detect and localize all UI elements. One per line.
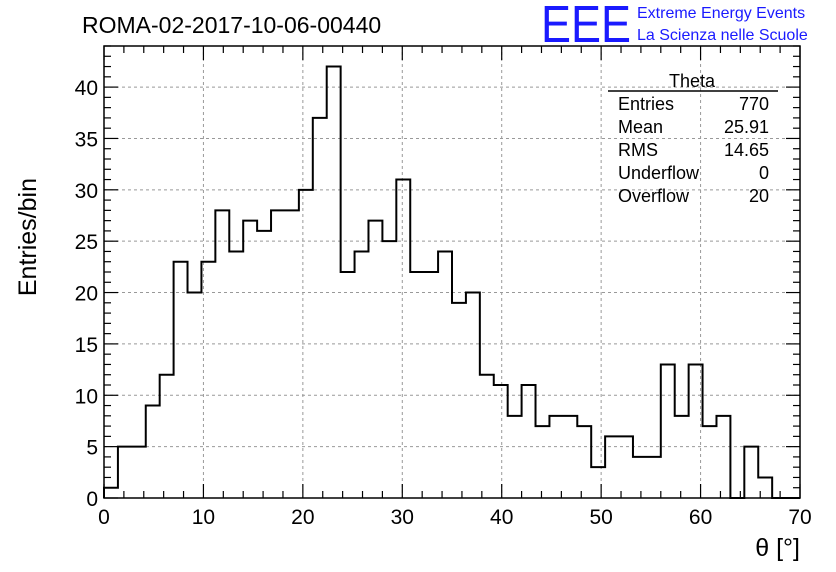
stats-label: RMS (618, 140, 658, 160)
x-tick-label: 0 (98, 506, 110, 529)
stats-value: 20 (749, 186, 769, 206)
logo-line-2: La Scienza nelle Scuole (637, 27, 808, 44)
minor-ticks (104, 45, 800, 498)
y-tick-labels: 0 5 10 15 20 25 30 35 40 (75, 77, 98, 511)
eee-logo: EEE (541, 0, 631, 54)
stats-label: Overflow (618, 186, 690, 206)
y-tick-label: 10 (75, 385, 98, 408)
y-tick-label: 25 (75, 231, 98, 254)
chart-title: ROMA-02-2017-10-06-00440 (82, 12, 381, 38)
stats-label: Entries (618, 94, 674, 114)
x-tick-labels: 0 10 20 30 40 50 60 70 (98, 506, 812, 529)
x-tick-label: 50 (589, 506, 612, 529)
stats-value: 14.65 (724, 140, 769, 160)
histogram-outline (103, 65, 800, 499)
y-tick-label: 15 (75, 334, 98, 357)
plot-frame (103, 45, 801, 499)
y-axis-label: Entries/bin (14, 178, 42, 296)
stats-value: 25.91 (724, 117, 769, 137)
logo-line-1: Extreme Energy Events (637, 5, 805, 22)
stats-value: 770 (739, 94, 769, 114)
y-tick-label: 30 (75, 180, 98, 203)
x-tick-label: 30 (391, 506, 414, 529)
stats-box: Theta Entries 770 Mean 25.91 RMS 14.65 Underfl… (608, 71, 778, 206)
y-tick-label: 40 (75, 77, 98, 100)
x-tick-label: 20 (291, 506, 314, 529)
stats-title: Theta (669, 71, 716, 91)
y-tick-label: 35 (75, 128, 98, 151)
y-tick-label: 5 (86, 437, 98, 460)
x-tick-label: 70 (788, 506, 811, 529)
stats-label: Mean (618, 117, 663, 137)
x-tick-label: 10 (192, 506, 215, 529)
stats-label: Underflow (618, 163, 700, 183)
y-tick-label: 20 (75, 283, 98, 306)
x-tick-label: 60 (689, 506, 712, 529)
x-axis-label: θ [°] (755, 534, 800, 562)
x-tick-label: 40 (490, 506, 513, 529)
y-tick-label: 0 (86, 488, 98, 511)
stats-value: 0 (759, 163, 769, 183)
